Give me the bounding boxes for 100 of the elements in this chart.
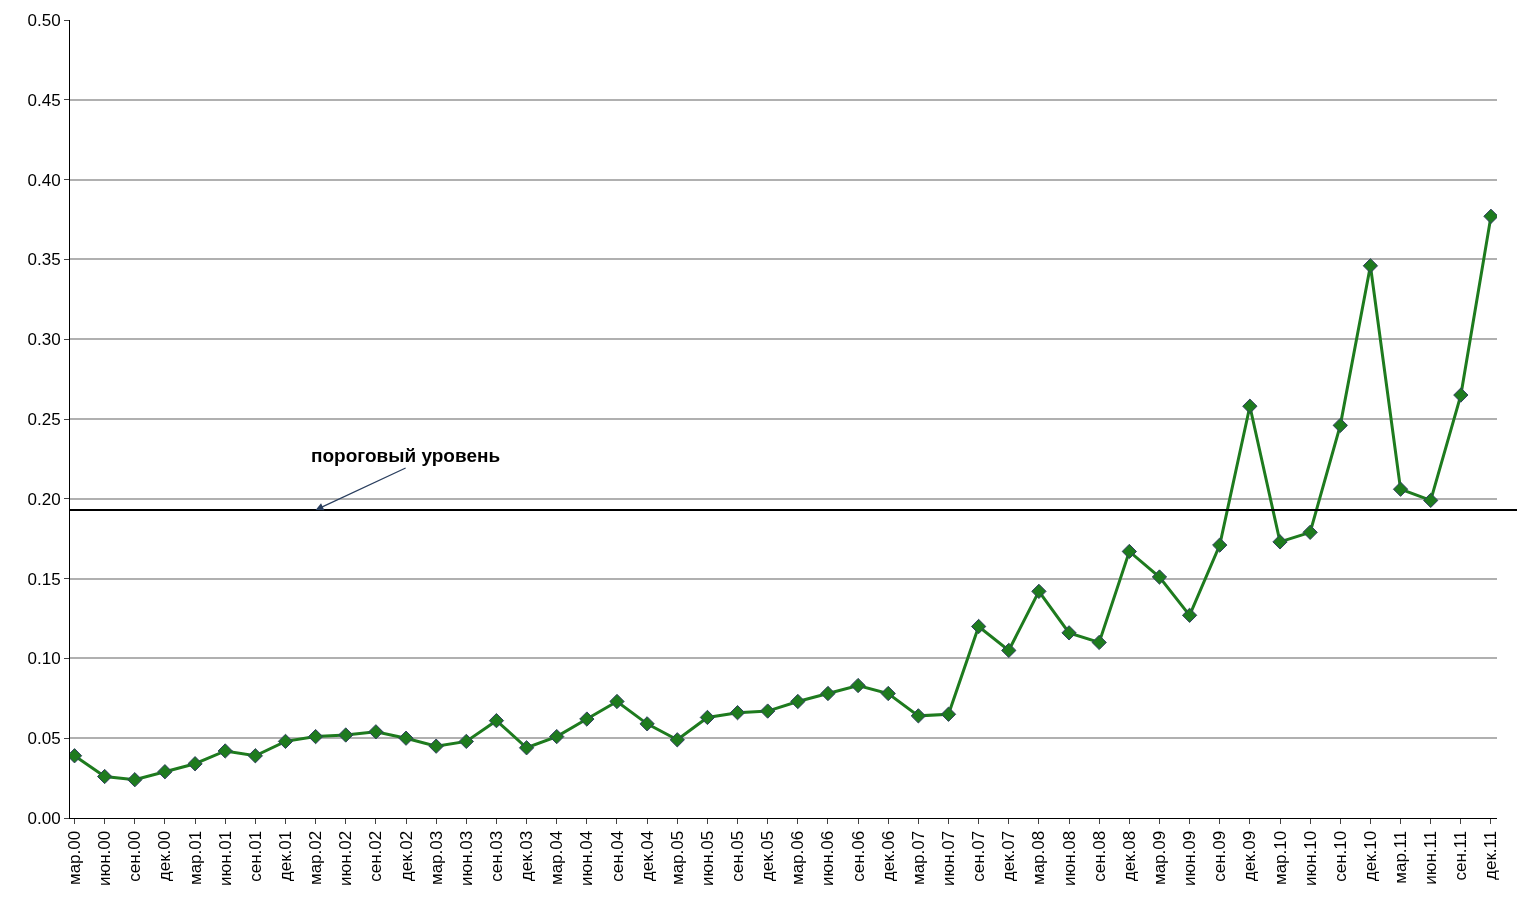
x-tick-label: июн.09 bbox=[1180, 830, 1200, 887]
x-tick-label: сен.07 bbox=[969, 830, 989, 882]
point bbox=[639, 716, 655, 732]
point bbox=[428, 738, 444, 754]
y-tick-label: 0.20 bbox=[27, 489, 61, 509]
point bbox=[760, 703, 776, 719]
point bbox=[1151, 569, 1168, 585]
point bbox=[518, 740, 535, 756]
point bbox=[157, 764, 173, 780]
point bbox=[790, 693, 806, 710]
point bbox=[1181, 607, 1198, 623]
point bbox=[910, 708, 927, 724]
point bbox=[609, 693, 625, 710]
x-tick-label: сен.00 bbox=[125, 830, 145, 882]
y-tick-label: 0.50 bbox=[27, 10, 61, 30]
x-tick-label: сен.05 bbox=[728, 830, 748, 882]
point bbox=[277, 733, 294, 750]
x-tick-label: мар.08 bbox=[1029, 830, 1049, 886]
point bbox=[1302, 524, 1318, 540]
point bbox=[850, 677, 866, 694]
x-tick-label: сен.09 bbox=[1210, 830, 1230, 882]
point bbox=[1362, 258, 1379, 274]
x-tick-label: мар.01 bbox=[185, 830, 205, 886]
x-tick-label: дек.09 bbox=[1240, 830, 1260, 882]
y-tick-label: 0.05 bbox=[27, 729, 61, 749]
x-tick-label: июн.03 bbox=[456, 830, 476, 887]
point bbox=[549, 728, 565, 745]
x-tick-label: сен.01 bbox=[245, 830, 265, 882]
point bbox=[247, 748, 263, 764]
point bbox=[1453, 387, 1469, 403]
x-tick-label: дек.04 bbox=[637, 830, 657, 882]
point bbox=[1272, 534, 1288, 550]
point bbox=[970, 618, 987, 635]
x-tick-label: июн.06 bbox=[818, 830, 838, 887]
x-tick-label: мар.03 bbox=[426, 830, 446, 886]
x-tick-label: июн.02 bbox=[336, 830, 356, 887]
point bbox=[1031, 583, 1047, 600]
point bbox=[1091, 634, 1107, 651]
x-tick-label: сен.03 bbox=[486, 830, 506, 882]
x-tick-label: мар.10 bbox=[1270, 830, 1290, 886]
point bbox=[940, 706, 957, 722]
point bbox=[880, 685, 896, 702]
annotation: пороговый уровень bbox=[311, 445, 501, 466]
x-tick-label: мар.09 bbox=[1149, 830, 1169, 886]
x-tick-label: июн.00 bbox=[95, 830, 115, 887]
x-tick-label: июн.08 bbox=[1059, 830, 1079, 887]
x-tick-label: июн.10 bbox=[1300, 830, 1320, 887]
point bbox=[1121, 543, 1137, 560]
y-tick-label: 0.25 bbox=[27, 409, 61, 429]
x-tick-label: сен.08 bbox=[1089, 830, 1109, 882]
x-tick-label: мар.11 bbox=[1391, 830, 1411, 884]
point bbox=[488, 712, 505, 729]
x-tick-label: июн.07 bbox=[939, 830, 959, 887]
y-tick-label: 0.15 bbox=[27, 569, 61, 589]
point bbox=[398, 730, 414, 746]
point bbox=[699, 709, 716, 726]
point bbox=[1483, 208, 1497, 224]
point bbox=[729, 705, 746, 721]
point bbox=[669, 732, 685, 748]
x-tick-label: сен.04 bbox=[607, 830, 627, 882]
y-tick-label: 0.00 bbox=[27, 808, 61, 828]
point bbox=[338, 727, 354, 743]
x-tick-label: дек.03 bbox=[517, 830, 537, 882]
y-tick-label: 0.40 bbox=[27, 170, 61, 190]
x-tick-label: мар.00 bbox=[65, 830, 85, 886]
x-tick-label: сен.10 bbox=[1330, 830, 1350, 882]
y-tick-label: 0.10 bbox=[27, 649, 61, 669]
point bbox=[187, 756, 203, 772]
point bbox=[1242, 398, 1258, 414]
x-tick-label: июн.01 bbox=[215, 830, 235, 887]
y-tick-label: 0.45 bbox=[27, 90, 61, 110]
point bbox=[820, 685, 836, 702]
x-tick-label: дек.10 bbox=[1360, 830, 1380, 882]
x-tick-label: июн.11 bbox=[1421, 830, 1441, 885]
point bbox=[1423, 492, 1439, 509]
point bbox=[127, 772, 143, 788]
x-tick-label: дек.05 bbox=[758, 830, 778, 882]
point bbox=[1332, 417, 1348, 434]
point bbox=[579, 711, 595, 727]
y-tick-label: 0.35 bbox=[27, 250, 61, 270]
point bbox=[368, 724, 384, 740]
y-tick-label: 0.30 bbox=[27, 330, 61, 350]
x-tick-label: дек.00 bbox=[155, 830, 175, 882]
x-tick-label: мар.04 bbox=[547, 830, 567, 886]
x-tick-label: дек.02 bbox=[396, 830, 416, 882]
point bbox=[307, 728, 324, 745]
point bbox=[1001, 642, 1017, 659]
x-tick-label: мар.06 bbox=[788, 830, 808, 886]
point bbox=[1061, 625, 1077, 641]
point bbox=[458, 733, 474, 750]
x-tick-label: дек.07 bbox=[999, 830, 1019, 882]
x-tick-label: сен.06 bbox=[848, 830, 868, 882]
x-tick-label: дек.11 bbox=[1481, 830, 1501, 880]
x-tick-label: мар.02 bbox=[306, 830, 326, 886]
point bbox=[1212, 537, 1228, 553]
x-tick-label: мар.07 bbox=[908, 830, 928, 886]
x-tick-label: дек.06 bbox=[878, 830, 898, 882]
point bbox=[97, 768, 113, 785]
x-tick-label: июн.04 bbox=[577, 830, 597, 887]
point bbox=[217, 743, 233, 759]
